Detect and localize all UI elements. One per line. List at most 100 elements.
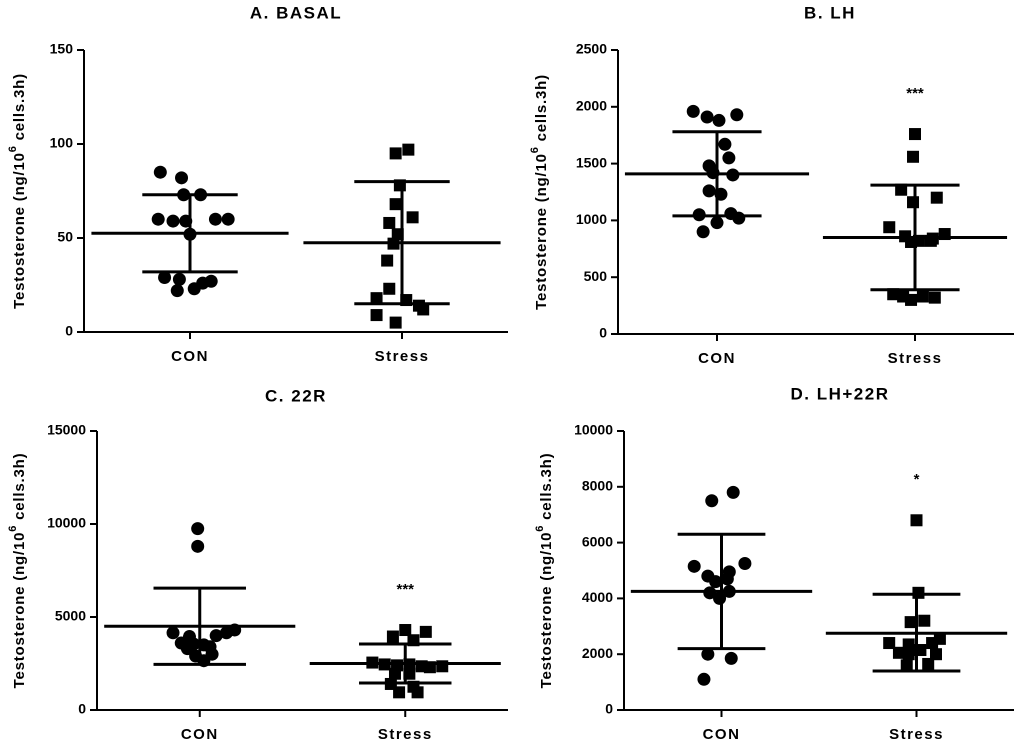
group-stress: *** [309, 581, 501, 699]
y-tick-label: 500 [584, 268, 608, 284]
data-point-circle [686, 104, 700, 118]
data-point-circle [710, 216, 724, 230]
data-point-circle [166, 214, 180, 228]
data-point-circle [209, 629, 223, 643]
data-point-circle [701, 647, 715, 661]
y-tick-label: 150 [50, 41, 74, 57]
data-point-circle [208, 212, 222, 226]
data-point-square [930, 648, 942, 661]
data-point-circle [702, 184, 716, 198]
data-point-square [411, 686, 424, 699]
y-tick-label: 0 [605, 701, 613, 717]
y-axis-label-main: Testosterone (ng/10 [538, 532, 555, 689]
data-point-circle [191, 522, 205, 536]
data-point-circle [722, 151, 736, 165]
y-tick-label: 2000 [576, 98, 607, 114]
chart-panel-4: D. LH+22R Testosterone (ng/106 cells.3h) 0… [534, 384, 1014, 743]
data-point-circle [720, 572, 734, 586]
chart-panel-3: C. 22R Testosterone (ng/106 cells.3h) 0 500… [7, 386, 508, 743]
x-category-label: CON [181, 726, 219, 743]
data-point-circle [726, 485, 740, 499]
x-category-label: Stress [375, 348, 430, 365]
y-axis-label: Testosterone (ng/106 cells.3h) [7, 73, 28, 309]
data-point-circle [712, 113, 726, 127]
y-tick-label: 15000 [47, 422, 86, 438]
chart-title: A. BASAL [250, 3, 342, 22]
x-category-label: Stress [888, 350, 943, 367]
y-tick-label: 10000 [574, 422, 613, 438]
y-axis-label: Testosterone (ng/106 cells.3h) [534, 453, 555, 689]
data-point-circle [166, 626, 180, 640]
data-point-square [930, 191, 943, 204]
x-category-label: CON [703, 726, 741, 743]
data-point-square [909, 128, 921, 141]
data-point-circle [696, 225, 710, 239]
y-tick-label: 0 [78, 701, 86, 717]
group-con [104, 522, 296, 668]
y-axis-label-main: Testosterone (ng/10 [11, 532, 28, 689]
group-con [630, 485, 813, 686]
y-axis-label-superscript: 6 [534, 525, 546, 532]
data-point-square [370, 309, 383, 322]
x-category-label: CON [171, 348, 209, 365]
y-axis-label-main: Testosterone (ng/10 [11, 152, 28, 309]
data-point-square [370, 292, 383, 305]
data-point-square [406, 211, 419, 224]
data-point-circle [718, 137, 732, 151]
data-point-square [918, 614, 931, 627]
y-axis-label-superscript: 6 [7, 525, 19, 532]
data-point-circle [221, 212, 235, 226]
data-point-square [383, 282, 396, 295]
group-stress: *** [822, 85, 1008, 306]
data-point-circle [709, 575, 723, 589]
y-axis-label-superscript: 6 [529, 146, 541, 153]
significance-marker: *** [906, 85, 924, 102]
x-category-label: CON [698, 350, 736, 367]
y-tick-label: 50 [57, 229, 73, 245]
data-point-circle [732, 211, 746, 225]
y-tick-label: 10000 [47, 515, 86, 531]
data-point-square [399, 624, 412, 637]
data-point-square [905, 293, 918, 306]
data-point-square [922, 657, 935, 670]
y-tick-label: 4000 [582, 589, 613, 605]
data-point-square [402, 143, 415, 156]
data-point-circle [700, 110, 714, 124]
y-tick-label: 1500 [576, 154, 607, 170]
data-point-circle [172, 272, 186, 286]
y-tick-label: 2000 [582, 645, 613, 661]
data-point-square [389, 316, 402, 329]
y-axis-label-rest: cells.3h) [533, 74, 550, 146]
data-point-square [383, 216, 396, 229]
data-point-circle [730, 108, 744, 122]
data-point-circle [191, 539, 205, 553]
data-point-square [887, 288, 900, 301]
data-point-circle [158, 270, 172, 284]
data-point-circle [180, 642, 194, 656]
y-tick-label: 100 [50, 135, 74, 151]
data-point-circle [153, 165, 167, 179]
data-point-circle [697, 672, 711, 686]
chart-panel-1: A. BASAL Testosterone (ng/106 cells.3h) 0 5… [7, 3, 508, 365]
data-point-square [928, 291, 941, 304]
data-point-circle [687, 559, 701, 573]
data-point-circle [738, 557, 752, 571]
y-axis-label: Testosterone (ng/106 cells.3h) [7, 453, 28, 689]
significance-marker: * [914, 471, 920, 488]
y-tick-label: 2500 [576, 41, 607, 57]
y-axis-label: Testosterone (ng/106 cells.3h) [529, 74, 550, 310]
data-point-square [902, 648, 915, 661]
y-tick-label: 5000 [55, 608, 86, 624]
y-axis-label-rest: cells.3h) [538, 453, 555, 525]
data-point-square [933, 632, 946, 645]
data-point-circle [187, 282, 201, 296]
group-con [91, 165, 289, 298]
y-tick-label: 0 [599, 325, 607, 341]
data-point-square [417, 303, 430, 316]
data-point-square [386, 630, 399, 643]
data-point-square [419, 625, 432, 638]
data-point-circle [170, 284, 184, 298]
chart-title: C. 22R [265, 386, 327, 405]
data-point-square [883, 221, 896, 234]
data-point-square [381, 254, 394, 267]
